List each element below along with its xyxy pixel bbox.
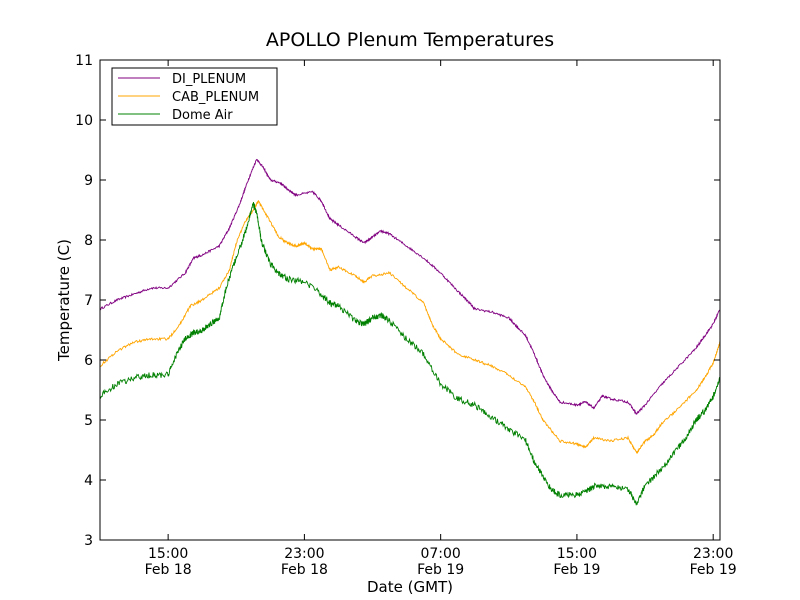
x-tick-label-date: Feb 18	[281, 562, 328, 578]
y-tick-label: 6	[84, 353, 93, 369]
legend-label-dome-air: Dome Air	[172, 108, 233, 123]
x-tick-label-date: Feb 19	[690, 562, 737, 578]
y-tick-label: 4	[84, 473, 93, 489]
x-tick-label-time: 15:00	[148, 546, 188, 562]
series-line-dome-air	[99, 201, 721, 506]
series-line-cab-plenum	[99, 200, 721, 455]
x-tick-label-time: 15:00	[557, 546, 597, 562]
x-tick-label-time: 07:00	[420, 546, 460, 562]
chart-title: APOLLO Plenum Temperatures	[266, 29, 554, 51]
y-axis-label: Temperature (C)	[55, 239, 73, 362]
y-tick-label: 10	[75, 113, 93, 129]
y-tick-label: 7	[84, 293, 93, 309]
y-tick-label: 8	[84, 233, 93, 249]
series-line-di-plenum	[99, 158, 721, 415]
y-tick-label: 5	[84, 413, 93, 429]
plot-area	[99, 158, 721, 506]
y-tick-label: 11	[75, 53, 93, 69]
legend: DI_PLENUM CAB_PLENUM Dome Air	[111, 67, 278, 126]
y-axis: 3 4 5 6 7 8 9 10 11	[75, 53, 720, 549]
x-tick-label-date: Feb 18	[145, 562, 192, 578]
plot-frame	[99, 59, 721, 541]
x-tick-label-time: 23:00	[284, 546, 324, 562]
y-tick-label: 3	[84, 533, 93, 549]
y-tick-label: 9	[84, 173, 93, 189]
x-tick-label-time: 23:00	[693, 546, 733, 562]
x-tick-label-date: Feb 19	[417, 562, 464, 578]
legend-label-di-plenum: DI_PLENUM	[172, 72, 246, 87]
legend-label-cab-plenum: CAB_PLENUM	[172, 90, 259, 105]
x-tick-label-date: Feb 19	[553, 562, 600, 578]
x-axis-label: Date (GMT)	[367, 578, 453, 596]
